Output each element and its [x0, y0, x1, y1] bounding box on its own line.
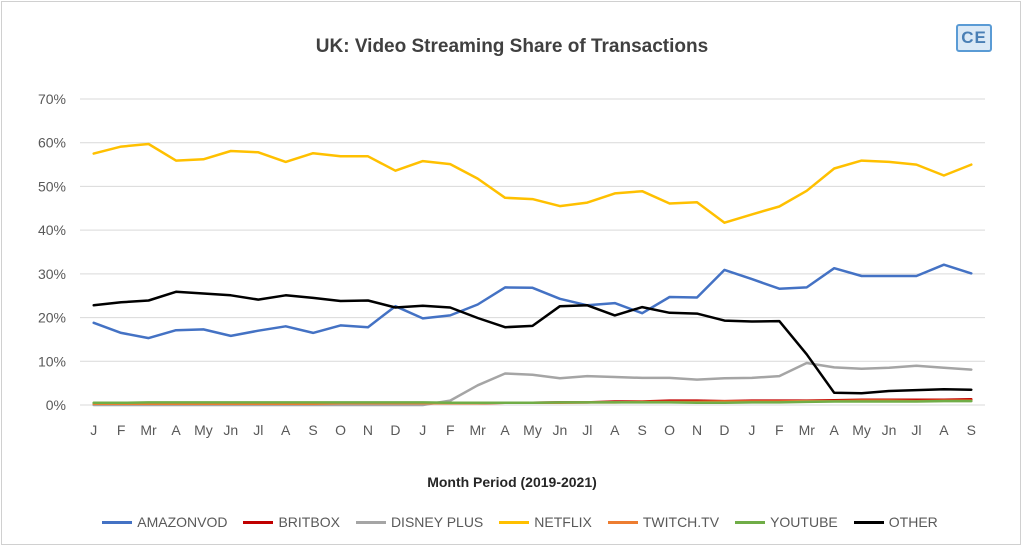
x-axis-ticks: J F Mr A My Jn Jl A S O N D J F Mr A My Jn Jl A S O N D J F Mr A My J… — [90, 422, 976, 438]
x-tick-label: J — [90, 422, 97, 438]
legend-item: NETFLIX — [499, 514, 592, 530]
legend-item: TWITCH.TV — [607, 514, 720, 530]
y-tick-label: 70% — [38, 91, 66, 107]
series-lines — [92, 142, 973, 407]
legend-swatch — [102, 520, 133, 524]
x-tick-label: Jn — [882, 422, 897, 438]
series-line-netflix — [92, 142, 973, 224]
x-tick-label: A — [939, 422, 949, 438]
legend-swatch — [243, 520, 274, 524]
legend-label: DISNEY PLUS — [390, 514, 484, 530]
x-tick-label: F — [117, 422, 126, 438]
legend-swatch — [735, 520, 766, 524]
x-tick-label: A — [500, 422, 510, 438]
x-tick-label: J — [419, 422, 426, 438]
legend-swatch — [607, 520, 638, 524]
y-tick-label: 40% — [38, 222, 66, 238]
legend-swatch — [355, 520, 386, 524]
x-tick-label: N — [692, 422, 702, 438]
legend-label: BRITBOX — [278, 514, 340, 530]
legend: AMAZONVOD BRITBOX DISNEY PLUS NETFLIX TWITCH… — [70, 514, 970, 530]
x-tick-label: D — [719, 422, 729, 438]
x-tick-label: O — [335, 422, 346, 438]
x-tick-label: Mr — [469, 422, 486, 438]
legend-item: YOUTUBE — [735, 514, 838, 530]
x-tick-label: My — [523, 422, 542, 438]
x-tick-label: F — [775, 422, 784, 438]
legend-item: AMAZONVOD — [102, 514, 227, 530]
x-tick-label: Jl — [582, 422, 592, 438]
gridlines — [80, 98, 985, 406]
y-tick-label: 60% — [38, 135, 66, 151]
legend-label: AMAZONVOD — [137, 514, 228, 530]
legend-item: BRITBOX — [243, 514, 340, 530]
chart-title: UK: Video Streaming Share of Transaction… — [315, 36, 709, 57]
legend-label: NETFLIX — [534, 514, 592, 530]
x-tick-label: A — [171, 422, 181, 438]
series-line-other — [92, 290, 973, 395]
y-tick-label: 30% — [38, 266, 66, 282]
x-axis-label: Month Period (2019-2021) — [427, 474, 597, 490]
x-tick-label: My — [852, 422, 871, 438]
x-tick-label: Jn — [553, 422, 568, 438]
x-tick-label: Mr — [140, 422, 157, 438]
x-tick-label: Jl — [911, 422, 921, 438]
x-tick-label: D — [390, 422, 400, 438]
legend-label: YOUTUBE — [770, 514, 838, 530]
x-tick-label: S — [967, 422, 976, 438]
x-tick-label: F — [446, 422, 455, 438]
series-line-disney-plus — [92, 361, 973, 407]
x-tick-label: Jn — [223, 422, 238, 438]
y-axis-ticks: 0% 10% 20% 30% 40% 50% 60% 70% — [38, 91, 66, 413]
y-tick-label: 20% — [38, 310, 66, 326]
legend-swatch — [853, 520, 884, 524]
x-tick-label: S — [638, 422, 647, 438]
x-tick-label: S — [308, 422, 317, 438]
legend-label: OTHER — [888, 514, 938, 530]
x-tick-label: N — [363, 422, 373, 438]
x-tick-label: Jl — [253, 422, 263, 438]
x-tick-label: A — [281, 422, 291, 438]
x-tick-label: Mr — [799, 422, 816, 438]
legend-item: OTHER — [853, 514, 938, 530]
series-line-youtube — [92, 399, 973, 405]
legend-item: DISNEY PLUS — [355, 514, 484, 530]
x-tick-label: A — [829, 422, 839, 438]
x-tick-label: J — [748, 422, 755, 438]
x-tick-label: O — [664, 422, 675, 438]
y-tick-label: 0% — [46, 397, 66, 413]
x-tick-label: My — [194, 422, 213, 438]
y-tick-label: 50% — [38, 178, 66, 194]
y-tick-label: 10% — [38, 353, 66, 369]
legend-swatch — [499, 520, 530, 524]
ce-logo: CE — [956, 24, 992, 52]
legend-label: TWITCH.TV — [642, 514, 720, 530]
x-tick-label: A — [610, 422, 620, 438]
series-line-amazonvod — [92, 263, 973, 340]
